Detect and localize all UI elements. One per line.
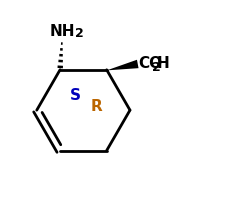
Text: 2: 2 (75, 27, 83, 40)
Text: S: S (70, 88, 81, 103)
Text: H: H (156, 57, 169, 72)
Text: 2: 2 (152, 60, 161, 73)
Text: NH: NH (49, 24, 75, 39)
Text: R: R (91, 99, 103, 114)
Text: CO: CO (139, 57, 163, 72)
Polygon shape (107, 60, 139, 70)
